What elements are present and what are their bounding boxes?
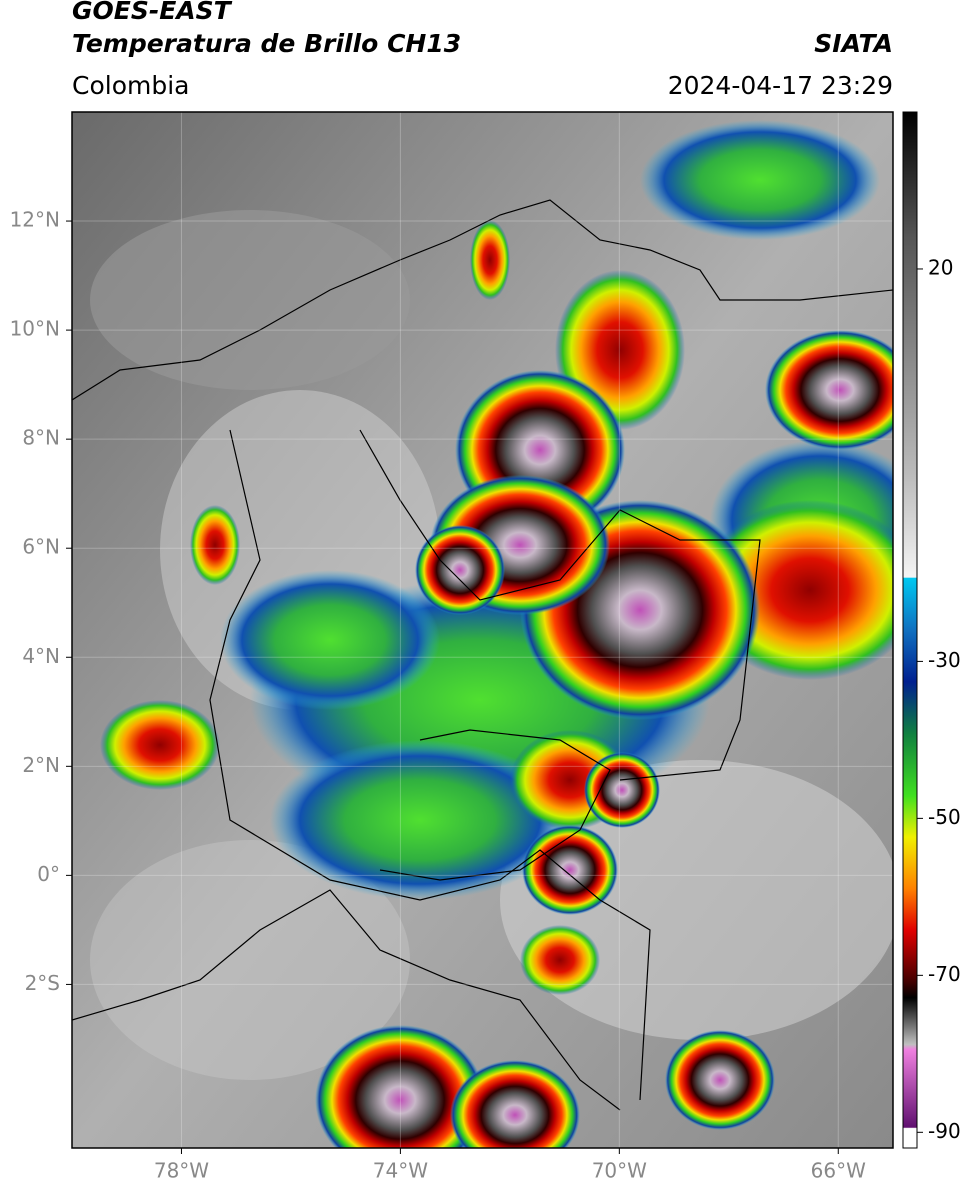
- y-tick-label: 2°N: [22, 753, 60, 777]
- y-tick-label: 2°S: [25, 971, 60, 995]
- title: GOES-EAST: [72, 0, 233, 25]
- map-frame: [71, 111, 894, 1149]
- x-tick-label: 70°W: [592, 1159, 647, 1183]
- colorbar-tick-label: 20: [928, 255, 953, 279]
- colorbar-tick-label: -30: [928, 648, 961, 672]
- y-tick-label: 4°N: [22, 644, 60, 668]
- colorbar-tick-label: -90: [928, 1119, 961, 1143]
- y-tick-label: 0°: [37, 862, 60, 886]
- x-tick-label: 78°W: [154, 1159, 209, 1183]
- source: SIATA: [814, 29, 893, 58]
- y-tick-label: 12°N: [10, 208, 60, 232]
- y-tick-label: 10°N: [10, 317, 60, 341]
- y-tick-label: 6°N: [22, 535, 60, 559]
- colorbar: [902, 111, 918, 1149]
- colorbar-tick-label: -70: [928, 962, 961, 986]
- region: Colombia: [72, 71, 189, 100]
- subtitle: Temperatura de Brillo CH13: [72, 29, 461, 58]
- x-tick-label: 66°W: [811, 1159, 866, 1183]
- datetime: 2024-04-17 23:29: [668, 71, 893, 100]
- satellite-image: [72, 112, 893, 1148]
- y-tick-label: 8°N: [22, 426, 60, 450]
- x-tick-label: 74°W: [373, 1159, 428, 1183]
- colorbar-tick-label: -50: [928, 805, 961, 829]
